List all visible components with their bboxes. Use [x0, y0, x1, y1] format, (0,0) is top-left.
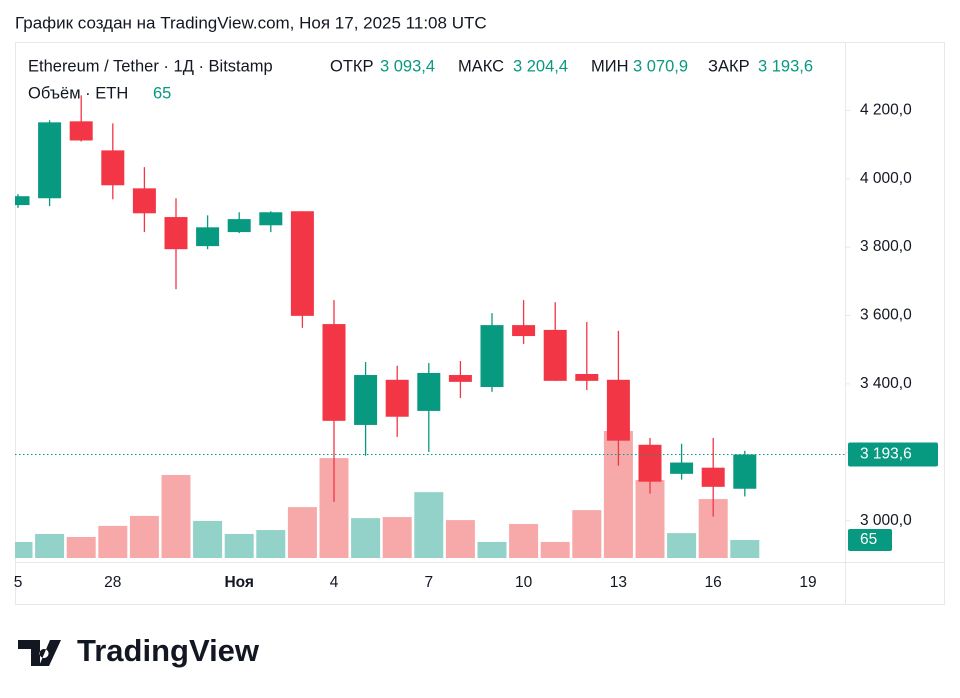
ohlc-name: МИН	[591, 57, 629, 75]
ohlc-value: 3 204,4	[513, 57, 568, 75]
candle-body	[69, 121, 93, 141]
volume-bar	[256, 530, 286, 558]
candle-body	[512, 325, 536, 337]
ohlc-value: 3 093,4	[380, 57, 435, 75]
volume-bar	[224, 533, 254, 558]
candle-body	[480, 325, 504, 387]
x-tick-label: 28	[104, 574, 121, 591]
last-volume-box	[848, 529, 892, 552]
volume-bar	[351, 518, 381, 558]
x-tick-label: 10	[515, 574, 533, 591]
page-title: График создан на TradingView.com, Ноя 17…	[15, 13, 487, 32]
candle-body	[448, 375, 472, 382]
candle-body	[259, 212, 283, 226]
volume-bar	[35, 533, 65, 558]
ohlc-name: ЗАКР	[708, 57, 750, 75]
candle-body	[38, 122, 62, 199]
chart-frame	[15, 42, 945, 605]
x-tick-label: 16	[705, 574, 722, 591]
y-tick-label: 4 000,0	[860, 170, 912, 187]
volume-bar	[540, 541, 570, 558]
x-tick-label: Ноя	[224, 574, 254, 591]
y-tick-label: 3 600,0	[860, 307, 912, 324]
symbol: Ethereum / Tether · 1Д · Bitstamp	[28, 57, 273, 75]
x-tick-label: 4	[330, 574, 339, 591]
ohlc-value: 3 070,9	[633, 57, 688, 75]
candle-body	[101, 150, 125, 186]
logo-icon	[18, 640, 61, 666]
volume-bar	[414, 492, 444, 558]
y-tick-label: 3 800,0	[860, 238, 912, 255]
logo-text: TradingView	[77, 633, 260, 668]
last-volume-label: 65	[860, 531, 877, 548]
x-tick-label: 5	[14, 574, 23, 591]
candle-body	[575, 373, 599, 381]
volume-bar	[382, 517, 412, 558]
y-tick-label: 4 200,0	[860, 101, 912, 118]
volume-bar	[730, 540, 760, 558]
x-tick-label: 7	[424, 574, 433, 591]
candle-body	[385, 379, 409, 417]
candle-body	[227, 219, 251, 233]
candle-body	[417, 372, 441, 411]
volume-bar	[509, 523, 539, 558]
ohlc-value: 3 193,6	[758, 57, 813, 75]
candle-body	[670, 462, 694, 474]
y-tick-label: 3 400,0	[860, 375, 912, 392]
volume-legend-value: 65	[153, 84, 171, 102]
logo: TradingView	[18, 633, 260, 668]
candle-body	[322, 324, 346, 421]
candle-body	[543, 329, 567, 381]
volume-bar	[98, 525, 128, 558]
x-tick-label: 13	[610, 574, 627, 591]
candle-body	[164, 217, 188, 250]
candle-body	[701, 467, 725, 487]
candle-body	[15, 196, 30, 206]
volume-bar	[572, 510, 602, 558]
volume-bar	[129, 515, 159, 558]
plot-area	[15, 95, 760, 558]
volume-bar	[445, 520, 475, 558]
volume-bar	[15, 541, 33, 558]
last-price-label: 3 193,6	[860, 446, 912, 463]
x-tick-label: 19	[799, 574, 816, 591]
volume-bar	[477, 541, 507, 558]
candle-body	[290, 211, 314, 316]
candle-body	[606, 379, 630, 441]
candle-body	[354, 375, 378, 425]
volume-legend: Объём · ETH	[28, 84, 128, 102]
volume-bar	[667, 533, 697, 558]
volume-bar	[66, 536, 96, 558]
candle-body	[733, 454, 757, 489]
volume-bar	[193, 520, 223, 558]
volume-bar	[161, 474, 191, 558]
candle-body	[638, 444, 662, 482]
volume-bar	[287, 507, 317, 558]
ohlc-name: МАКС	[458, 57, 504, 75]
ohlc-name: ОТКР	[330, 57, 374, 75]
last-price-box	[848, 442, 938, 467]
candle-body	[196, 227, 220, 247]
y-tick-label: 3 000,0	[860, 512, 912, 529]
candle-body	[132, 188, 156, 214]
